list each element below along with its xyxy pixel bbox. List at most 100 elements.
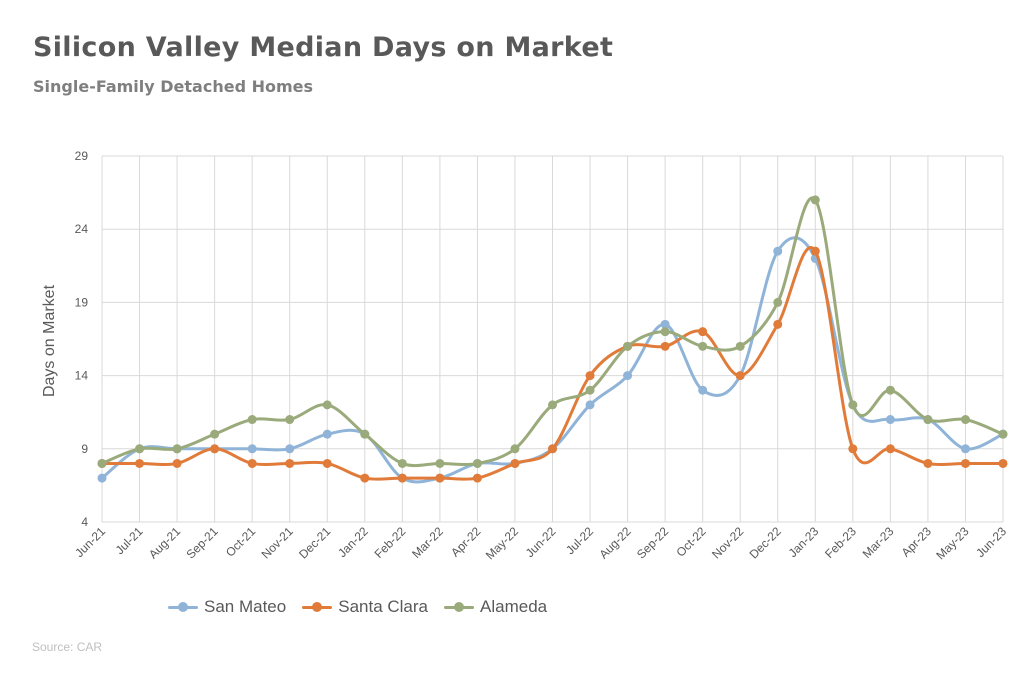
legend-marker-icon bbox=[444, 600, 475, 614]
data-point bbox=[998, 429, 1008, 439]
data-point bbox=[247, 458, 257, 468]
legend-marker-icon bbox=[168, 600, 198, 614]
grid-lines bbox=[101, 155, 1004, 523]
data-point bbox=[585, 371, 595, 381]
data-point bbox=[97, 473, 107, 483]
data-point bbox=[660, 341, 670, 351]
x-tick-label: Oct-21 bbox=[223, 524, 259, 560]
x-tick-label: Mar-23 bbox=[860, 524, 897, 561]
x-tick-label: Aug-21 bbox=[146, 524, 183, 561]
data-point bbox=[735, 371, 745, 381]
legend: San Mateo Santa Clara Alameda bbox=[168, 597, 547, 617]
data-point bbox=[548, 400, 557, 410]
x-tick-label: Mar-22 bbox=[409, 524, 446, 561]
x-tick-label: Jan-23 bbox=[786, 524, 822, 560]
data-point bbox=[810, 246, 820, 256]
data-point bbox=[285, 415, 295, 425]
x-axis-ticks: Jun-21 Jul-21 Aug-21 Sep-21 Oct-21 Nov-21 Dec-… bbox=[72, 524, 1009, 562]
x-tick-label: Sep-22 bbox=[634, 524, 671, 561]
data-point bbox=[322, 429, 332, 439]
data-point bbox=[360, 429, 370, 439]
x-tick-label: Jun-21 bbox=[72, 524, 108, 560]
data-point bbox=[698, 327, 708, 337]
data-point bbox=[848, 400, 858, 410]
legend-item: San Mateo bbox=[168, 597, 286, 617]
y-tick-label: 19 bbox=[75, 295, 89, 309]
data-point bbox=[360, 473, 370, 483]
data-point bbox=[585, 400, 595, 410]
data-point bbox=[247, 444, 257, 454]
x-tick-label: Jun-23 bbox=[973, 524, 1009, 560]
x-tick-label: Feb-22 bbox=[372, 524, 409, 561]
data-point bbox=[548, 444, 557, 454]
x-tick-label: Apr-23 bbox=[899, 524, 935, 560]
data-point bbox=[960, 444, 970, 454]
x-tick-label: Nov-21 bbox=[259, 524, 296, 561]
data-point bbox=[210, 429, 220, 439]
y-tick-label: 4 bbox=[81, 515, 88, 529]
y-tick-label: 9 bbox=[81, 442, 88, 456]
x-tick-label: Apr-22 bbox=[448, 524, 484, 560]
x-tick-label: Jul-21 bbox=[113, 524, 146, 557]
data-point bbox=[660, 327, 670, 337]
data-point bbox=[960, 415, 970, 425]
x-tick-label: Dec-22 bbox=[747, 524, 784, 561]
data-point bbox=[885, 415, 895, 425]
x-tick-label: Oct-22 bbox=[673, 524, 709, 560]
legend-item: Santa Clara bbox=[302, 597, 428, 617]
y-tick-label: 14 bbox=[75, 369, 89, 383]
x-tick-label: Feb-23 bbox=[822, 524, 859, 561]
data-point bbox=[698, 341, 708, 351]
series-alameda bbox=[97, 195, 1008, 468]
y-axis-ticks: 4 9 14 19 24 29 bbox=[75, 149, 89, 529]
legend-item: Alameda bbox=[444, 597, 547, 617]
x-tick-label: Nov-22 bbox=[709, 524, 746, 561]
data-point bbox=[285, 444, 295, 454]
data-point bbox=[510, 458, 520, 468]
legend-label: Santa Clara bbox=[338, 597, 429, 616]
data-point bbox=[97, 458, 107, 468]
data-point bbox=[210, 444, 220, 454]
data-point bbox=[247, 415, 257, 425]
x-tick-label: Jul-22 bbox=[563, 524, 596, 557]
data-point bbox=[472, 473, 482, 483]
data-point bbox=[885, 444, 895, 454]
data-point bbox=[172, 444, 182, 454]
data-point bbox=[322, 458, 332, 468]
x-tick-label: May-22 bbox=[483, 524, 521, 562]
x-tick-label: Jun-22 bbox=[523, 524, 559, 560]
data-point bbox=[735, 341, 745, 351]
data-point bbox=[885, 385, 895, 395]
data-point bbox=[923, 415, 933, 425]
y-axis-label: Days on Market bbox=[41, 284, 58, 397]
x-tick-label: Jan-22 bbox=[335, 524, 371, 560]
data-point bbox=[285, 458, 295, 468]
data-point bbox=[923, 458, 933, 468]
data-point bbox=[322, 400, 332, 410]
data-point bbox=[172, 458, 182, 468]
data-point bbox=[660, 319, 670, 329]
data-point bbox=[848, 444, 858, 454]
data-point bbox=[960, 458, 970, 468]
data-point bbox=[773, 319, 783, 329]
y-tick-label: 29 bbox=[75, 149, 89, 163]
data-point bbox=[773, 297, 783, 307]
data-point bbox=[135, 444, 145, 454]
data-point bbox=[135, 458, 145, 468]
data-point bbox=[435, 458, 445, 468]
x-tick-label: Sep-21 bbox=[183, 524, 220, 561]
data-point bbox=[585, 385, 595, 395]
chart-title: Silicon Valley Median Days on Market bbox=[33, 32, 614, 63]
data-point bbox=[623, 371, 633, 381]
legend-label: San Mateo bbox=[204, 597, 287, 616]
legend-marker-icon bbox=[302, 600, 333, 614]
data-point bbox=[472, 458, 482, 468]
series-group bbox=[97, 195, 1008, 484]
data-point bbox=[397, 473, 407, 483]
data-point bbox=[510, 444, 520, 454]
data-point bbox=[773, 246, 783, 256]
x-tick-label: Dec-21 bbox=[296, 524, 333, 561]
data-point bbox=[810, 195, 820, 205]
data-point bbox=[998, 458, 1008, 468]
